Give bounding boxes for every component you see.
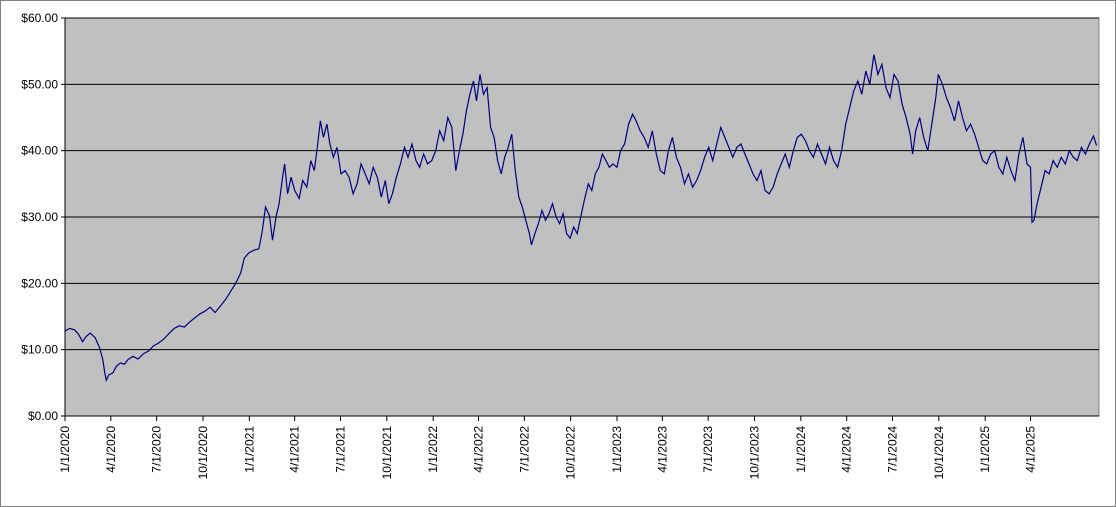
y-axis-labels: $0.00 $10.00 $20.00 $30.00 $40.00 $50.00 $60.0…: [21, 11, 58, 423]
x-tick-label: 10/1/2020: [196, 426, 210, 480]
x-tick-label: 7/1/2024: [886, 426, 900, 473]
x-tick-label: 1/1/2022: [426, 426, 440, 473]
price-series-line: [64, 54, 1098, 383]
x-tick-label: 1/1/2024: [794, 426, 808, 473]
x-tick-label: 4/1/2023: [655, 426, 669, 473]
y-tick-label: $10.00: [21, 343, 58, 357]
x-tick-label: 7/1/2023: [701, 426, 715, 473]
x-axis-line: [64, 18, 1099, 417]
x-tick-label: 7/1/2022: [517, 426, 531, 473]
x-tick-label: 7/1/2020: [150, 426, 164, 473]
x-tick-label: 4/1/2022: [471, 426, 485, 473]
y-tick-label: $0.00: [28, 409, 58, 423]
y-tick-label: $50.00: [21, 77, 58, 91]
grid-lines: [61, 17, 1099, 417]
x-tick-label: 10/1/2022: [564, 426, 578, 480]
x-tick-label: 1/1/2020: [58, 426, 72, 473]
x-tick-label: 10/1/2021: [380, 426, 394, 480]
x-tick-label: 4/1/2021: [288, 426, 302, 473]
x-tick-label: 10/1/2024: [932, 426, 946, 480]
y-tick-label: $20.00: [21, 276, 58, 290]
x-tick-label: 4/1/2024: [840, 426, 854, 473]
x-tick-label: 1/1/2023: [610, 426, 624, 473]
x-tick-label: 1/1/2025: [978, 426, 992, 473]
x-axis-ticks: [64, 416, 1032, 421]
x-tick-label: 7/1/2021: [333, 426, 347, 473]
x-tick-label: 4/1/2020: [104, 426, 118, 473]
y-tick-label: $60.00: [21, 11, 58, 25]
y-tick-label: $30.00: [21, 210, 58, 224]
x-tick-label: 1/1/2021: [242, 426, 256, 473]
x-tick-label: 4/1/2025: [1024, 426, 1038, 473]
x-axis-labels: 1/1/2020 4/1/2020 7/1/2020 10/1/2020 1/1/202…: [58, 426, 1038, 480]
y-tick-label: $40.00: [21, 144, 58, 158]
x-tick-label: 10/1/2023: [748, 426, 762, 480]
